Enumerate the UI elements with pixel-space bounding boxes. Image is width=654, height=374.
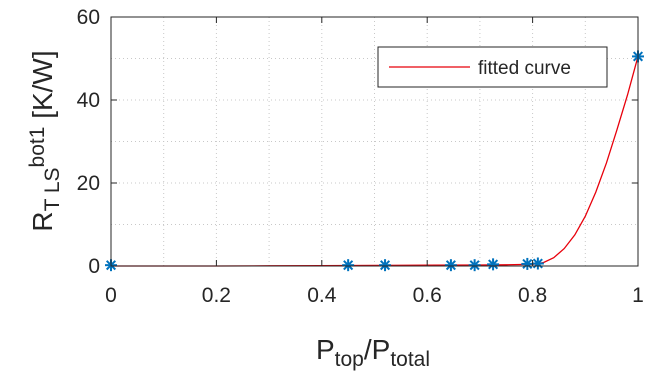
y-tick-label: 60	[77, 6, 100, 29]
data-point	[531, 257, 544, 270]
x-tick-label: 0.6	[413, 284, 442, 307]
y-tick-label: 40	[77, 89, 100, 112]
x-tick-label: 0	[105, 284, 117, 307]
data-point	[342, 259, 355, 272]
x-tick-label: 0.2	[202, 284, 231, 307]
x-axis-label: Ptop/Ptotal	[316, 334, 430, 371]
data-markers	[105, 50, 644, 272]
data-point	[487, 258, 500, 271]
y-tick-label: 0	[88, 255, 100, 278]
legend-label: fitted curve	[478, 58, 571, 79]
data-point	[468, 259, 481, 272]
ticks: 0 0.2 0.4 0.6 0.8 1 0 20 40 60	[77, 6, 644, 307]
y-tick-label: 20	[77, 172, 100, 195]
x-tick-label: 0.8	[518, 284, 547, 307]
y-axis-label: RT LSbot1 [K/W]	[26, 50, 64, 231]
legend: fitted curve	[377, 46, 608, 88]
data-point	[521, 257, 534, 270]
plot-area	[110, 16, 639, 267]
x-tick-label: 1	[632, 284, 644, 307]
data-point	[444, 259, 457, 272]
grid	[111, 17, 638, 266]
x-tick-label: 0.4	[307, 284, 337, 307]
data-point	[379, 259, 392, 272]
